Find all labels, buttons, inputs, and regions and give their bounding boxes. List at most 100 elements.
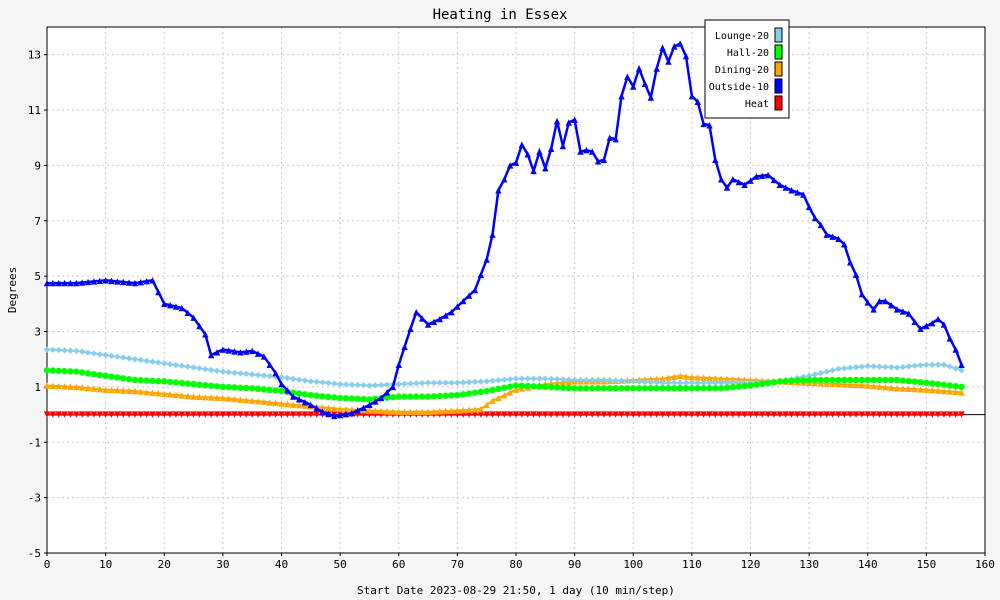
data-point-heat bbox=[800, 411, 807, 418]
x-tick-label: 140 bbox=[858, 558, 878, 571]
data-point-lounge-20 bbox=[155, 359, 162, 366]
data-point-hall-20 bbox=[219, 383, 227, 391]
data-point-heat bbox=[788, 411, 795, 418]
data-point-lounge-20 bbox=[430, 379, 438, 386]
data-point-heat bbox=[184, 411, 191, 418]
data-point-hall-20 bbox=[125, 375, 133, 383]
data-point-dining-20 bbox=[700, 374, 707, 381]
data-point-hall-20 bbox=[84, 370, 92, 377]
data-point-lounge-20 bbox=[870, 363, 877, 370]
data-point-dining-20 bbox=[688, 374, 696, 381]
data-point-heat bbox=[307, 411, 315, 418]
data-point-heat bbox=[120, 411, 127, 418]
data-point-heat bbox=[260, 411, 268, 418]
data-point-outside-10 bbox=[946, 335, 954, 342]
data-point-dining-20 bbox=[665, 374, 672, 381]
data-point-heat bbox=[565, 411, 572, 418]
data-point-heat bbox=[940, 411, 948, 418]
data-point-heat bbox=[96, 411, 103, 418]
data-point-hall-20 bbox=[260, 386, 268, 393]
data-point-heat bbox=[811, 411, 819, 418]
data-point-outside-10 bbox=[899, 308, 907, 315]
data-point-heat bbox=[858, 411, 866, 418]
data-point-dining-20 bbox=[413, 408, 420, 416]
data-point-outside-10 bbox=[952, 346, 959, 353]
legend-swatch-dining-20 bbox=[774, 61, 783, 77]
data-point-heat bbox=[676, 411, 684, 418]
data-point-hall-20 bbox=[213, 383, 221, 390]
data-point-hall-20 bbox=[424, 393, 432, 400]
data-point-heat bbox=[864, 411, 871, 418]
data-point-hall-20 bbox=[342, 395, 350, 402]
x-tick-label: 130 bbox=[799, 558, 819, 571]
data-point-hall-20 bbox=[630, 385, 637, 392]
data-point-hall-20 bbox=[442, 392, 449, 399]
data-point-heat bbox=[137, 411, 144, 418]
data-point-hall-20 bbox=[348, 395, 356, 402]
data-point-heat bbox=[717, 411, 725, 418]
data-point-dining-20 bbox=[395, 408, 402, 416]
data-point-outside-10 bbox=[149, 277, 156, 284]
data-point-heat bbox=[207, 411, 215, 418]
data-point-dining-20 bbox=[225, 395, 232, 402]
data-point-lounge-20 bbox=[800, 373, 807, 381]
data-point-outside-10 bbox=[618, 93, 625, 100]
data-point-heat bbox=[641, 411, 649, 418]
data-point-hall-20 bbox=[776, 378, 784, 385]
data-point-lounge-20 bbox=[243, 370, 250, 378]
data-point-lounge-20 bbox=[354, 381, 361, 389]
data-point-outside-10 bbox=[125, 279, 133, 286]
data-point-outside-10 bbox=[741, 181, 748, 188]
data-point-outside-10 bbox=[67, 279, 74, 287]
data-point-lounge-20 bbox=[202, 365, 209, 373]
data-point-lounge-20 bbox=[817, 369, 825, 377]
data-point-dining-20 bbox=[372, 407, 379, 414]
data-point-hall-20 bbox=[811, 376, 819, 384]
data-point-heat bbox=[237, 411, 244, 418]
x-tick-label: 120 bbox=[741, 558, 761, 571]
data-point-lounge-20 bbox=[489, 377, 496, 385]
data-point-hall-20 bbox=[653, 385, 660, 392]
data-point-lounge-20 bbox=[811, 371, 819, 378]
data-point-outside-10 bbox=[571, 116, 578, 123]
data-point-hall-20 bbox=[360, 395, 367, 403]
data-point-hall-20 bbox=[817, 376, 825, 384]
data-point-hall-20 bbox=[823, 376, 830, 384]
data-point-heat bbox=[196, 411, 203, 418]
data-point-hall-20 bbox=[712, 385, 719, 392]
data-point-lounge-20 bbox=[876, 363, 883, 370]
data-point-outside-10 bbox=[864, 299, 871, 306]
data-point-heat bbox=[870, 411, 877, 418]
data-point-dining-20 bbox=[383, 408, 391, 415]
data-point-hall-20 bbox=[190, 380, 197, 388]
data-point-hall-20 bbox=[395, 393, 402, 400]
x-tick-label: 100 bbox=[623, 558, 643, 571]
data-point-hall-20 bbox=[641, 385, 649, 392]
data-point-heat bbox=[219, 411, 227, 418]
data-point-lounge-20 bbox=[864, 362, 871, 370]
data-point-hall-20 bbox=[759, 380, 766, 388]
data-point-lounge-20 bbox=[442, 379, 449, 386]
data-point-hall-20 bbox=[665, 385, 672, 392]
data-point-heat bbox=[794, 411, 801, 418]
data-point-hall-20 bbox=[225, 383, 232, 391]
data-point-heat bbox=[700, 411, 707, 418]
data-point-lounge-20 bbox=[90, 350, 98, 357]
data-point-lounge-20 bbox=[506, 375, 514, 383]
data-point-outside-10 bbox=[870, 306, 877, 313]
data-point-heat bbox=[231, 411, 238, 418]
data-point-dining-20 bbox=[190, 393, 197, 400]
data-point-hall-20 bbox=[313, 392, 320, 399]
data-point-lounge-20 bbox=[377, 381, 385, 389]
data-point-dining-20 bbox=[219, 394, 227, 402]
data-point-dining-20 bbox=[442, 407, 449, 415]
data-point-heat bbox=[278, 411, 285, 418]
data-point-heat bbox=[571, 411, 578, 418]
data-point-dining-20 bbox=[207, 394, 215, 401]
data-point-outside-10 bbox=[137, 278, 144, 286]
data-point-outside-10 bbox=[923, 322, 930, 330]
data-point-lounge-20 bbox=[131, 356, 139, 363]
data-point-heat bbox=[73, 411, 80, 418]
data-point-outside-10 bbox=[219, 346, 227, 353]
